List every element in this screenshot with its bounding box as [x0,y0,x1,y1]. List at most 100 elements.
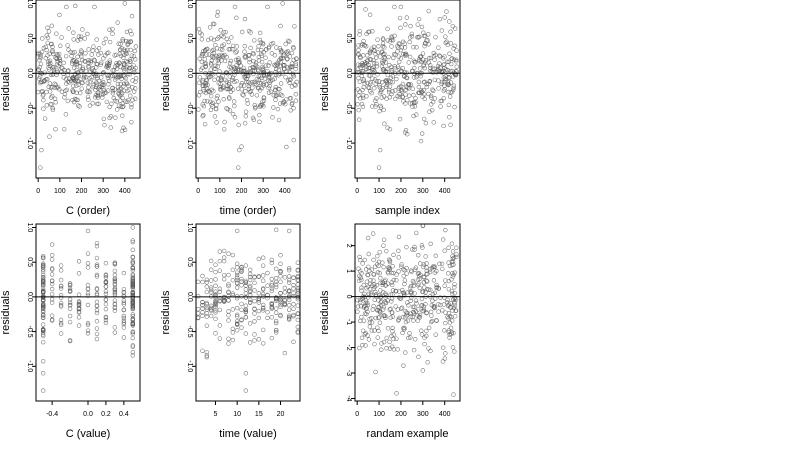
data-point [130,85,135,90]
data-point [272,76,277,81]
data-point [94,310,100,316]
data-point [410,101,415,106]
data-point [103,289,109,294]
data-point [293,98,299,103]
data-point [442,295,447,300]
data-point [285,57,290,62]
data-point [112,53,117,58]
data-point [118,104,124,109]
data-point [213,292,218,297]
data-point [273,298,279,304]
data-point [424,84,429,90]
data-point [404,75,410,81]
data-point [94,303,100,308]
data-point [363,300,368,306]
data-point [202,121,208,127]
data-point [273,310,279,315]
data-point [130,272,136,277]
data-point [410,247,415,252]
data-point [66,47,71,52]
data-point [419,89,425,94]
data-point [234,261,240,267]
data-point [117,87,122,92]
data-point [246,53,251,58]
data-point [90,101,95,106]
data-point [37,58,42,63]
data-point [45,25,50,30]
data-point [265,310,270,315]
data-point [252,306,257,312]
data-point [376,315,381,320]
data-point [390,325,395,331]
data-point [92,95,98,100]
data-point [130,350,136,355]
data-point [110,68,115,73]
data-point [87,103,93,108]
data-point [227,74,233,79]
data-point [419,131,425,136]
data-point [103,272,109,277]
data-point [260,255,266,260]
data-point [89,67,95,72]
data-point [48,61,53,66]
data-point [94,336,100,342]
y-tick-label: 2 [345,244,352,248]
data-point [378,103,383,109]
data-point [234,275,240,280]
data-point [95,73,100,78]
data-point [259,51,264,56]
data-point [213,277,218,282]
data-point [121,315,127,321]
data-point [67,313,73,319]
data-point [397,315,402,321]
data-point [411,347,417,353]
data-point [381,264,386,270]
data-point [397,94,403,100]
data-point [107,60,113,65]
data-point [450,256,455,261]
data-point [386,257,392,262]
data-point [262,76,268,81]
data-point [420,51,426,56]
data-point [230,278,236,283]
data-point [419,243,425,248]
data-point [241,65,247,71]
data-point [103,315,109,320]
data-point [418,73,423,79]
data-point [382,313,387,318]
data-point [58,283,64,289]
data-point [446,89,451,95]
data-point [391,52,397,57]
data-point [396,248,401,254]
data-point [401,273,406,279]
data-point [431,120,436,125]
data-point [436,68,441,73]
data-point [229,35,234,40]
data-point [421,33,427,39]
data-point [99,81,104,86]
data-point [256,308,262,314]
data-point [49,23,55,29]
data-point [363,298,369,303]
data-point [54,31,59,36]
data-point [103,291,109,297]
data-point [67,300,73,305]
data-point [119,92,124,97]
data-point [89,52,94,57]
data-point [422,65,427,71]
data-point [61,126,67,132]
data-point [43,56,48,61]
data-point [396,234,402,240]
data-point [241,93,246,98]
data-point [442,283,447,288]
data-point [94,291,100,296]
data-point [70,88,75,93]
data-point [413,265,419,270]
data-point [435,66,441,71]
data-point [201,112,206,118]
data-point [292,24,297,29]
data-point [128,59,133,64]
data-point [209,102,214,107]
data-point [76,34,82,39]
data-point [67,80,72,85]
